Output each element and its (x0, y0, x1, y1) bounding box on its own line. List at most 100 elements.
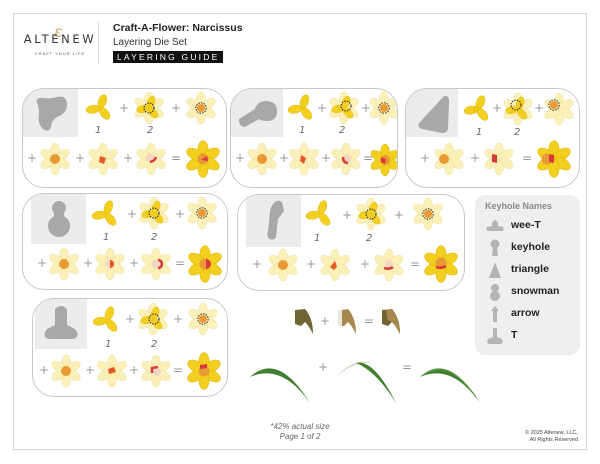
triangle-die-icon (418, 95, 450, 133)
layering-card-t: + + 1 2 + + + = (32, 298, 228, 397)
plus-sign: + (123, 151, 134, 165)
plus-sign: + (342, 208, 353, 222)
plus-sign: + (279, 151, 290, 165)
layer-5-flower (318, 248, 352, 282)
layer-3-flower (369, 91, 397, 125)
layer-5-flower (287, 142, 321, 176)
keyhole-shape-icon (490, 239, 500, 256)
plus-sign: + (321, 151, 332, 165)
page-number: Page 1 of 2 (279, 432, 321, 441)
page-title: Craft-A-Flower: Narcissus (113, 22, 243, 34)
husk-finished (382, 309, 400, 334)
plus-sign: + (173, 312, 184, 326)
equals-sign: = (410, 257, 421, 271)
layer-1-petals (287, 93, 315, 122)
plus-sign: + (119, 101, 130, 115)
keyhole-label: T (511, 329, 518, 341)
finished-flower (535, 140, 573, 178)
keyhole-names-heading: Keyhole Names (485, 201, 553, 211)
plus-sign: + (171, 101, 182, 115)
layer-4-flower (245, 142, 279, 176)
logo-tagline: CRAFT YOUR LIFE (34, 51, 86, 56)
layer-1-petals (85, 93, 113, 122)
leaf-finished (420, 368, 480, 403)
layer-3-flower (185, 196, 219, 230)
plus-sign: + (420, 151, 431, 165)
arrow-die-icon (267, 200, 284, 240)
equals-sign: = (522, 151, 533, 165)
layering-card-arrow: + + 1 2 + + + = (237, 194, 465, 291)
layer-5-flower (95, 354, 129, 388)
keyhole-label: triangle (511, 263, 549, 275)
keyhole-item-snowman: snowman (485, 283, 575, 303)
plus-sign: + (317, 101, 328, 115)
layering-card-keyhole: + + 1 2 + + + = (230, 88, 398, 188)
layer-4-flower (38, 142, 72, 176)
finished-flower (184, 140, 222, 178)
keyhole-names-panel: Keyhole Names wee-T keyhole triangle sno… (475, 195, 580, 355)
plus-sign: + (37, 256, 48, 270)
step-number-1: 1 (476, 127, 483, 138)
keyhole-die-icon (239, 101, 277, 127)
equals-sign: = (402, 360, 413, 374)
finished-flower (422, 245, 460, 283)
plus-sign: + (252, 257, 263, 271)
plus-sign: + (318, 360, 329, 374)
step-number-1: 1 (314, 233, 321, 244)
keyhole-label: snowman (511, 285, 560, 297)
layer-6-flower (134, 142, 168, 176)
t-shape-icon (487, 328, 503, 344)
leaf-light (336, 361, 396, 403)
die-swatch (406, 89, 458, 137)
plus-sign: + (534, 101, 545, 115)
layer-6-flower (372, 248, 406, 282)
plus-sign: + (39, 363, 50, 377)
layer-5-flower (86, 142, 120, 176)
keyhole-label: arrow (511, 307, 540, 319)
layer-2-flower (136, 302, 170, 336)
layer-6-flower (139, 354, 173, 388)
layering-card-snowman: + + 1 2 + + + = (22, 193, 228, 290)
die-swatch (231, 89, 283, 137)
rights-line: All Rights Reserved (529, 437, 578, 443)
keyhole-item-arrow: arrow (485, 305, 575, 325)
triangle-shape-icon (489, 262, 501, 278)
layer-1-petals (305, 199, 333, 228)
layer-3-flower (542, 92, 576, 126)
husk-dark (295, 309, 313, 334)
step-number-2: 2 (366, 233, 373, 244)
layer-5-flower (93, 247, 127, 281)
layer-3-flower (184, 91, 218, 125)
plus-sign: + (320, 314, 331, 328)
die-swatch (35, 299, 87, 349)
plus-sign: + (492, 101, 503, 115)
layer-2-flower (354, 197, 388, 231)
layer-6-flower (139, 247, 173, 281)
plus-sign: + (129, 363, 140, 377)
layer-1-petals (92, 305, 120, 334)
layering-card-triangle: + + 1 2 + + = (405, 88, 580, 188)
keyhole-item-t: T (485, 327, 575, 347)
finished-flower (186, 245, 224, 283)
wee-t-shape-icon (486, 220, 504, 231)
layer-3-flower (411, 197, 445, 231)
page-subtitle: Layering Die Set (113, 37, 187, 48)
equals-sign: = (363, 151, 374, 165)
layer-4-flower (49, 354, 83, 388)
layer-5-flower (482, 142, 516, 176)
die-swatch (23, 89, 78, 137)
plus-sign: + (85, 363, 96, 377)
layer-6-flower (329, 142, 363, 176)
step-number-2: 2 (151, 339, 158, 350)
layer-2-flower (132, 91, 166, 125)
plus-sign: + (27, 151, 38, 165)
step-number-2: 2 (514, 127, 521, 138)
finished-flower (185, 352, 223, 390)
footer-note: *42% actual size Page 1 of 2 (220, 422, 380, 442)
layer-4-flower (47, 247, 81, 281)
snowman-die-icon (48, 201, 70, 237)
scale-note: *42% actual size (270, 422, 330, 431)
snowman-shape-icon (490, 284, 500, 301)
layer-1-petals (91, 199, 119, 228)
step-number-2: 2 (339, 125, 346, 136)
